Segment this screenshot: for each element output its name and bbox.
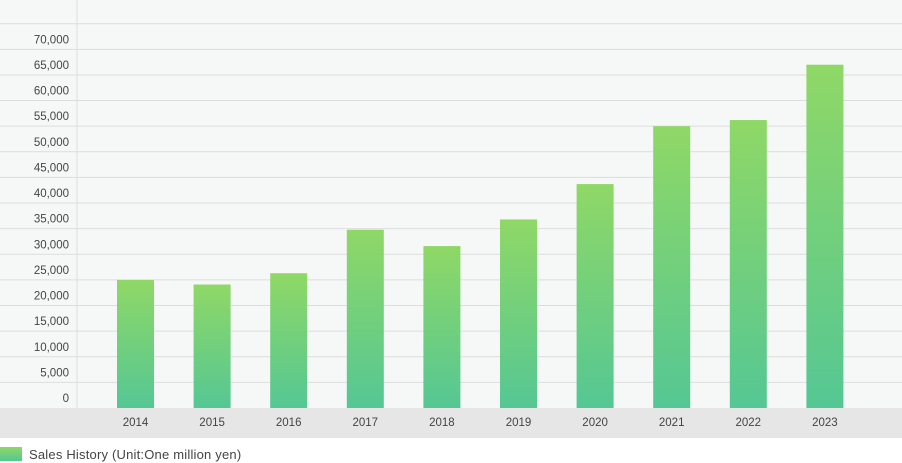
y-tick-label: 35,000 <box>34 214 69 226</box>
y-tick-label: 55,000 <box>34 111 69 123</box>
y-tick-label: 50,000 <box>34 137 69 149</box>
y-tick-label: 25,000 <box>34 265 69 277</box>
x-tick-label: 2023 <box>812 417 838 429</box>
chart-canvas: 0 5,000 10,000 15,000 20,000 25,000 30,000 35,0… <box>0 0 902 438</box>
x-tick-label: 2021 <box>659 417 685 429</box>
bar-2017 <box>346 229 384 408</box>
x-tick-label: 2017 <box>353 417 379 429</box>
y-axis-ticks: 0 5,000 10,000 15,000 20,000 25,000 30,000 35,0… <box>34 34 69 405</box>
y-tick-label: 15,000 <box>34 316 69 328</box>
x-tick-label: 2016 <box>276 417 302 429</box>
y-tick-label: 40,000 <box>34 188 69 200</box>
y-tick-label: 10,000 <box>34 342 69 354</box>
y-tick-label: 5,000 <box>40 367 69 379</box>
bar-2018 <box>423 246 461 408</box>
x-tick-label: 2020 <box>582 417 608 429</box>
x-tick-label: 2018 <box>429 417 455 429</box>
bars <box>117 64 844 409</box>
x-axis-ticks: 2014 2015 2016 2017 2018 2019 2020 2021 2022 2023 <box>123 417 838 429</box>
legend-label: Sales History (Unit:One million yen) <box>29 446 242 462</box>
x-tick-label: 2019 <box>506 417 532 429</box>
bar-2023 <box>806 64 844 408</box>
x-axis-band <box>0 408 902 438</box>
x-tick-label: 2015 <box>199 417 225 429</box>
bar-2015 <box>193 284 231 408</box>
bar-2016 <box>270 273 308 408</box>
y-tick-label: 45,000 <box>34 162 69 174</box>
y-tick-label: 65,000 <box>34 60 69 72</box>
x-tick-label: 2022 <box>736 417 762 429</box>
x-tick-label: 2014 <box>123 417 149 429</box>
bar-2022 <box>729 120 767 409</box>
y-tick-label: 60,000 <box>34 86 69 98</box>
y-tick-label: 70,000 <box>34 34 69 46</box>
y-tick-label: 20,000 <box>34 291 69 303</box>
bar-2021 <box>653 126 691 409</box>
bar-2019 <box>500 219 537 408</box>
y-tick-label: 30,000 <box>34 239 69 251</box>
legend-swatch <box>0 447 22 461</box>
bar-2020 <box>576 184 614 408</box>
legend: Sales History (Unit:One million yen) <box>0 446 241 462</box>
bar-2014 <box>117 279 154 408</box>
y-tick-label: 0 <box>63 393 69 405</box>
